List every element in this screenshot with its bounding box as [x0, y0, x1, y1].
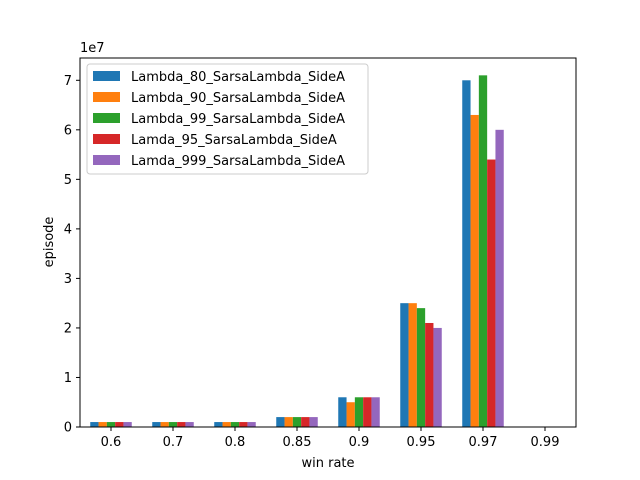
y-tick-label: 1: [64, 371, 72, 386]
x-tick-label: 0.8: [225, 435, 246, 450]
bar-Lambda_99_SarsaLambda_SideA-0.7: [168, 422, 178, 427]
x-tick-label: 0.7: [163, 435, 184, 450]
y-scale-label: 1e7: [80, 41, 105, 56]
bar-Lamda_95_SarsaLambda_SideA-0.9: [363, 397, 372, 427]
legend-swatch: [93, 71, 120, 81]
x-tick-label: 0.85: [283, 435, 312, 450]
y-tick-label: 7: [64, 74, 72, 89]
bar-Lambda_90_SarsaLambda_SideA-0.8: [222, 422, 231, 427]
legend-label: Lamda_999_SarsaLambda_SideA: [131, 154, 345, 169]
legend-label: Lambda_90_SarsaLambda_SideA: [131, 91, 345, 106]
x-tick-label: 0.6: [101, 435, 122, 450]
bar-Lambda_99_SarsaLambda_SideA-0.6: [106, 422, 116, 427]
x-tick-label: 0.9: [349, 435, 370, 450]
bar-Lamda_999_SarsaLambda_SideA-0.85: [309, 417, 318, 427]
y-axis-label: episode: [42, 217, 57, 268]
y-tick-label: 4: [64, 222, 72, 237]
bar-Lambda_99_SarsaLambda_SideA-0.95: [416, 308, 426, 427]
legend-label: Lambda_80_SarsaLambda_SideA: [131, 70, 345, 85]
bar-Lamda_95_SarsaLambda_SideA-0.85: [301, 417, 310, 427]
bar-Lamda_999_SarsaLambda_SideA-0.8: [247, 422, 256, 427]
bar-Lambda_90_SarsaLambda_SideA-0.9: [346, 402, 355, 427]
legend-swatch: [93, 155, 120, 165]
bar-Lamda_999_SarsaLambda_SideA-0.9: [371, 397, 380, 427]
y-tick-label: 6: [64, 123, 72, 138]
bar-Lambda_99_SarsaLambda_SideA-0.85: [292, 417, 302, 427]
bar-Lamda_999_SarsaLambda_SideA-0.6: [123, 422, 132, 427]
bar-Lambda_99_SarsaLambda_SideA-0.9: [354, 397, 364, 427]
y-tick-label: 2: [64, 321, 72, 336]
bars-group: [90, 75, 504, 428]
legend-swatch: [93, 92, 120, 102]
bar-Lamda_95_SarsaLambda_SideA-0.95: [425, 322, 434, 427]
bar-Lambda_80_SarsaLambda_SideA-0.7: [152, 422, 161, 427]
bar-Lambda_90_SarsaLambda_SideA-0.6: [98, 422, 107, 427]
bar-Lamda_999_SarsaLambda_SideA-0.95: [433, 327, 442, 427]
y-tick-label: 3: [64, 272, 72, 287]
bar-Lambda_90_SarsaLambda_SideA-0.85: [284, 417, 293, 427]
y-ticks-group: 0 1 2 3 4 5 6 7: [64, 74, 80, 436]
bar-Lamda_95_SarsaLambda_SideA-0.6: [115, 422, 124, 427]
x-tick-label: 0.95: [407, 435, 436, 450]
bar-Lambda_80_SarsaLambda_SideA-0.9: [338, 397, 347, 427]
bar-Lambda_90_SarsaLambda_SideA-0.7: [160, 422, 169, 427]
legend-frame: [86, 63, 369, 175]
bar-Lambda_80_SarsaLambda_SideA-0.97: [462, 80, 471, 427]
legend: Lambda_80_SarsaLambda_SideA Lambda_90_Sar…: [86, 63, 369, 175]
bar-Lamda_999_SarsaLambda_SideA-0.97: [495, 129, 504, 427]
x-tick-label: 0.97: [469, 435, 498, 450]
bar-Lambda_80_SarsaLambda_SideA-0.85: [276, 417, 285, 427]
y-tick-label: 5: [64, 173, 72, 188]
x-axis-label: win rate: [301, 456, 354, 471]
bar-Lamda_999_SarsaLambda_SideA-0.7: [185, 422, 194, 427]
legend-swatch: [93, 134, 120, 144]
bar-Lambda_90_SarsaLambda_SideA-0.95: [408, 303, 417, 427]
bar-Lambda_80_SarsaLambda_SideA-0.8: [214, 422, 223, 427]
legend-label: Lamda_95_SarsaLambda_SideA: [131, 133, 337, 148]
x-tick-label: 0.99: [531, 435, 560, 450]
bar-Lambda_99_SarsaLambda_SideA-0.8: [230, 422, 240, 427]
legend-swatch: [93, 113, 120, 123]
legend-label: Lambda_99_SarsaLambda_SideA: [131, 112, 345, 127]
bar-Lambda_80_SarsaLambda_SideA-0.95: [400, 303, 409, 427]
bar-Lamda_95_SarsaLambda_SideA-0.97: [487, 159, 496, 428]
y-tick-label: 0: [64, 421, 72, 436]
bar-Lambda_80_SarsaLambda_SideA-0.6: [90, 422, 99, 427]
plot-frame: [79, 57, 577, 428]
bar-Lambda_90_SarsaLambda_SideA-0.97: [470, 114, 479, 428]
bar-Lamda_95_SarsaLambda_SideA-0.7: [177, 422, 186, 427]
bar-Lamda_95_SarsaLambda_SideA-0.8: [239, 422, 248, 427]
x-ticks-group: 0.6 0.7 0.8 0.85 0.9 0.95 0.97 0.99: [101, 427, 560, 450]
bar-Lambda_99_SarsaLambda_SideA-0.97: [478, 75, 488, 427]
